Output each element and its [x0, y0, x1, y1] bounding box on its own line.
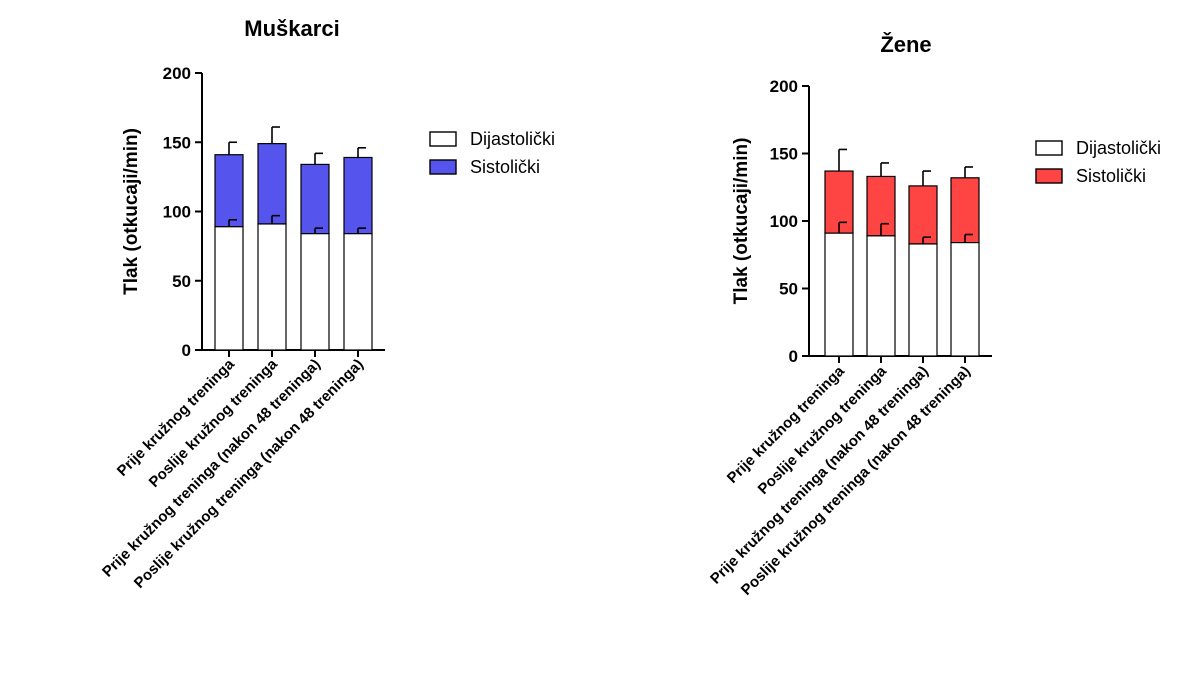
- y-tick-label: 200: [770, 77, 798, 96]
- legend-label: Sistolički: [1076, 166, 1146, 186]
- y-tick-label: 150: [770, 145, 798, 164]
- bar-sistolicki: [214, 154, 244, 228]
- bar-dijastolicki: [300, 233, 330, 351]
- bar-dijastolicki: [824, 232, 854, 357]
- y-tick-label: 0: [182, 341, 191, 360]
- y-tick-label: 100: [770, 212, 798, 231]
- chart-title: Žene: [880, 32, 931, 57]
- chart-title: Muškarci: [244, 16, 339, 41]
- legend-swatch: [429, 131, 457, 147]
- bar-dijastolicki: [908, 243, 938, 357]
- y-tick-label: 50: [172, 272, 191, 291]
- y-tick-label: 0: [789, 347, 798, 366]
- y-axis-label: Tlak (otkucaji/min): [731, 138, 752, 305]
- legend-swatch: [1035, 140, 1063, 156]
- legend-label: Dijastolički: [1076, 138, 1161, 158]
- legend-swatch: [1035, 168, 1063, 184]
- y-tick-label: 150: [163, 133, 191, 152]
- y-tick-label: 100: [163, 203, 191, 222]
- y-axis-label: Tlak (otkucaji/min): [121, 128, 142, 295]
- bar-dijastolicki: [950, 242, 980, 357]
- y-tick-label: 200: [163, 64, 191, 83]
- y-tick-label: 50: [779, 280, 798, 299]
- bar-dijastolicki: [866, 235, 896, 357]
- legend-label: Dijastolički: [470, 129, 555, 149]
- bar-sistolicki: [257, 143, 287, 225]
- bar-sistolicki: [343, 156, 373, 235]
- bar-sistolicki: [950, 177, 980, 244]
- bar-dijastolicki: [257, 223, 287, 351]
- bar-dijastolicki: [214, 226, 244, 351]
- legend-swatch: [429, 159, 457, 175]
- bar-dijastolicki: [343, 233, 373, 351]
- legend-label: Sistolički: [470, 157, 540, 177]
- bar-sistolicki: [300, 163, 330, 235]
- bar-sistolicki: [908, 185, 938, 245]
